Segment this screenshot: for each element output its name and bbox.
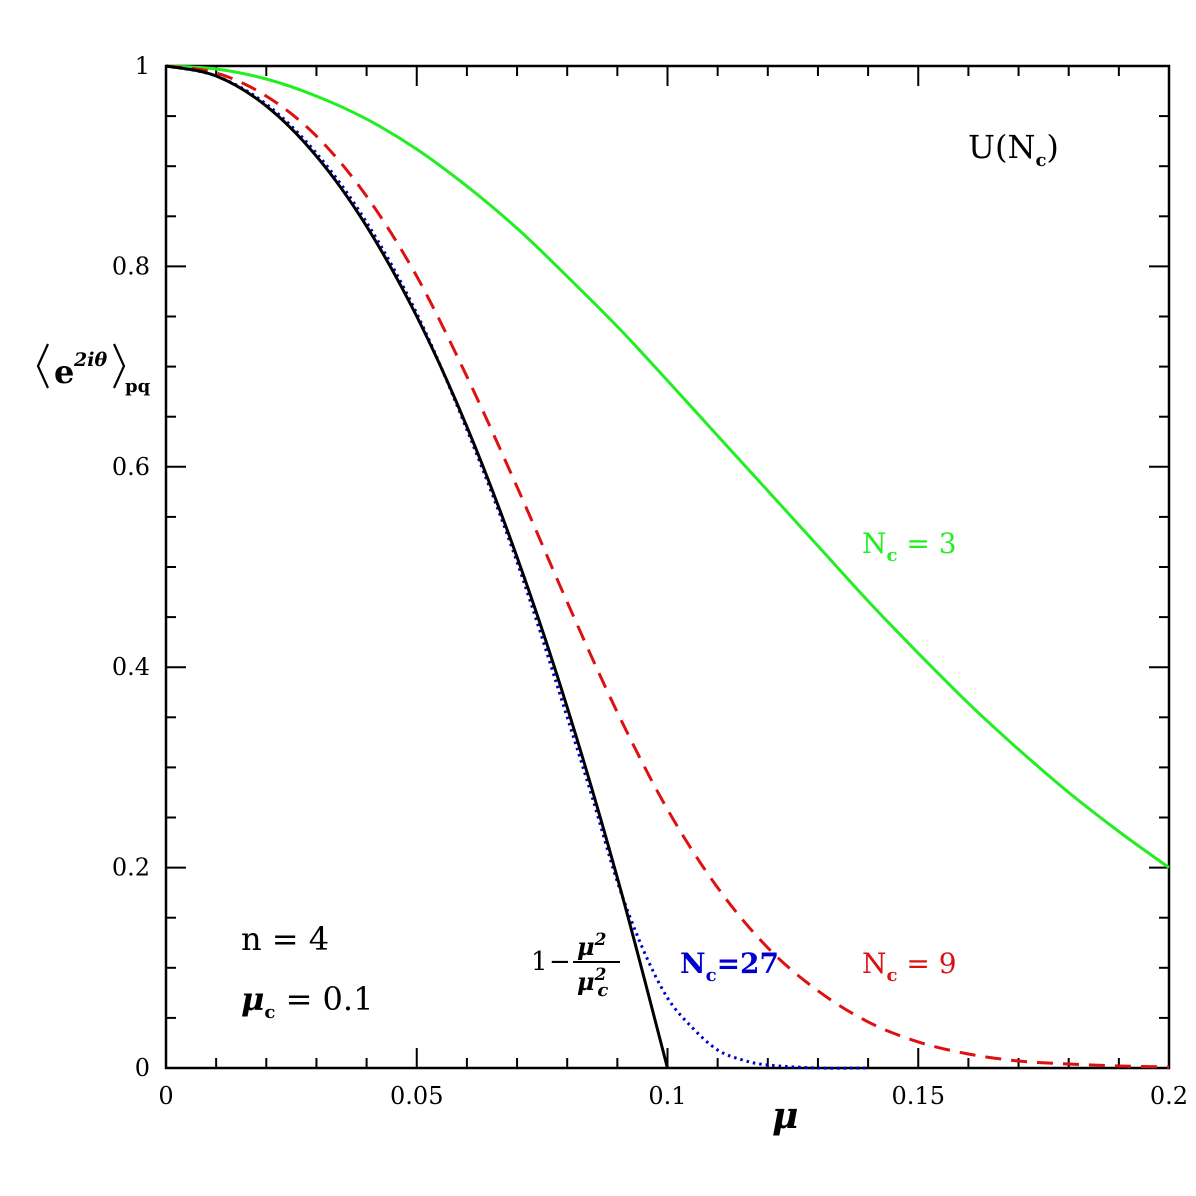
nc3-label: Nc = 3	[862, 527, 957, 566]
x-tick-label: 0.1	[648, 1082, 686, 1110]
formula-label: 1 − μ2 μ2 c	[531, 930, 620, 1001]
right-angle-bracket	[112, 343, 126, 389]
y-tick-label: 0	[135, 1054, 150, 1082]
x-tick-label: 0.05	[390, 1082, 443, 1110]
series-line-analytic	[165, 64, 669, 1069]
n-annotation: n = 4	[241, 920, 329, 958]
y-axis-label: e 2iθ pq	[36, 343, 151, 397]
plot-frame	[164, 64, 1171, 1070]
axis-ticks	[165, 65, 1170, 1069]
nc9-label: Nc = 9	[862, 947, 957, 986]
formula-numerator: μ2	[577, 930, 607, 961]
series-line-nc3	[165, 64, 1170, 869]
y-tick-label: 1	[135, 52, 150, 80]
x-tick-label: 0.15	[892, 1082, 945, 1110]
group-annotation: U(Nc)	[968, 128, 1059, 171]
series-line-nc27	[165, 64, 869, 1070]
formula-one: 1	[531, 947, 548, 977]
y-tick-label: 0.6	[112, 453, 150, 481]
x-tick-label: 0.2	[1150, 1082, 1188, 1110]
y-label-subscript: pq	[125, 376, 151, 397]
formula-denominator: μ2 c	[577, 965, 608, 1001]
axis-tick-labels: 0 0.05 0.1 0.15 0.2 0 0.2 0.4 0.6 0.8 1	[112, 52, 1188, 1110]
left-angle-bracket	[36, 343, 50, 389]
mu-c-annotation: μc = 0.1	[241, 980, 373, 1023]
y-tick-label: 0.2	[112, 854, 150, 882]
formula-minus: −	[549, 947, 571, 977]
y-label-exponent: 2iθ	[73, 349, 107, 371]
y-label-base: e	[54, 353, 74, 391]
nc27-label: Nc=27	[680, 947, 779, 986]
series-line-nc9	[165, 64, 1170, 1069]
y-tick-label: 0.4	[112, 653, 150, 681]
y-tick-label: 0.8	[112, 252, 150, 280]
series-layer	[165, 64, 1170, 1070]
x-axis-label: μ	[772, 1095, 798, 1137]
x-tick-label: 0	[158, 1082, 173, 1110]
